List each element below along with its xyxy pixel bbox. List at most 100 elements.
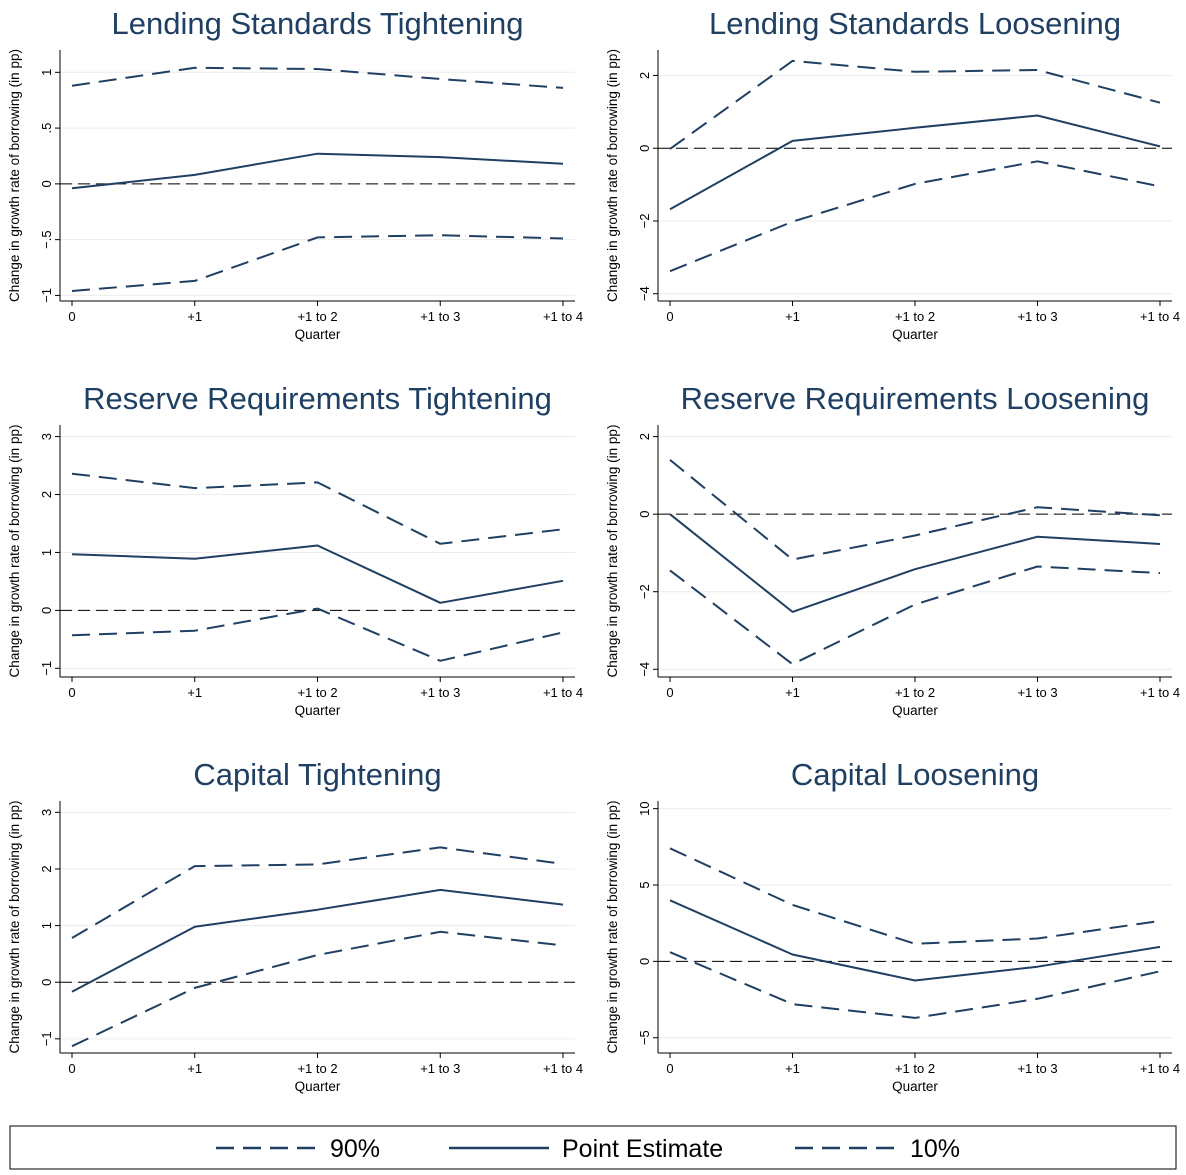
y-tick-label-0: −1 — [39, 288, 54, 303]
x-tick-label-2: +1 to 2 — [297, 1061, 337, 1076]
series-line-point-estimate — [669, 899, 1161, 982]
x-tick-label-2: +1 to 2 — [297, 685, 337, 700]
y-tick-label-0: −1 — [39, 661, 54, 676]
y-tick-label-0: −5 — [637, 1030, 652, 1045]
x-tick-label-0: 0 — [68, 309, 75, 324]
y-axis-title: Change in growth rate of borrowing (in p… — [7, 49, 22, 302]
legend-label-90: 90% — [330, 1135, 380, 1163]
panel-title: Capital Tightening — [193, 757, 441, 792]
x-tick-label-3: +1 to 3 — [1017, 685, 1057, 700]
x-tick-label-1: +1 — [785, 685, 800, 700]
panel-6: Capital Loosening −5 0 5 10 0 +1 +1 to 2 +1 to 3… — [605, 757, 1180, 1094]
series-line-90 — [669, 59, 1161, 150]
x-tick-label-2: +1 to 2 — [895, 309, 935, 324]
y-tick-label-0: −4 — [637, 662, 652, 677]
y-tick-label-2: 5 — [637, 881, 652, 888]
series-line-90 — [669, 459, 1161, 561]
x-axis-title: Quarter — [892, 703, 938, 718]
x-tick-label-4: +1 to 4 — [543, 309, 583, 324]
y-tick-label-2: 1 — [39, 922, 54, 929]
legend: 90% Point Estimate 10% — [9, 1125, 1177, 1170]
x-tick-label-2: +1 to 2 — [297, 309, 337, 324]
x-axis-title: Quarter — [295, 703, 341, 718]
x-axis-title: Quarter — [892, 1079, 938, 1094]
panel-title: Lending Standards Tightening — [112, 6, 524, 41]
y-tick-label-2: 1 — [39, 549, 54, 556]
x-tick-label-1: +1 — [785, 309, 800, 324]
y-tick-label-3: 2 — [39, 491, 54, 498]
series-line-point-estimate — [71, 888, 564, 993]
panel-title: Reserve Requirements Loosening — [681, 381, 1150, 416]
y-axis-title: Change in growth rate of borrowing (in p… — [605, 49, 620, 302]
y-tick-label-1: −.5 — [39, 230, 54, 248]
x-tick-label-0: 0 — [666, 309, 673, 324]
x-tick-label-1: +1 — [785, 1061, 800, 1076]
y-axis-title: Change in growth rate of borrowing (in p… — [605, 425, 620, 678]
y-tick-label-1: 0 — [637, 958, 652, 965]
series-line-10 — [669, 565, 1161, 666]
series-line-10 — [669, 951, 1161, 1019]
series-line-point-estimate — [71, 544, 564, 604]
x-tick-label-3: +1 to 3 — [1017, 309, 1057, 324]
series-line-10 — [669, 160, 1161, 273]
y-tick-label-2: 0 — [637, 511, 652, 518]
y-tick-label-3: 10 — [637, 801, 652, 815]
x-tick-label-4: +1 to 4 — [543, 1061, 583, 1076]
series-line-90 — [669, 847, 1161, 945]
y-tick-label-0: −1 — [39, 1031, 54, 1046]
series-line-10 — [71, 607, 564, 662]
y-tick-label-1: 0 — [39, 607, 54, 614]
x-tick-label-3: +1 to 3 — [1017, 1061, 1057, 1076]
y-tick-label-0: −4 — [637, 286, 652, 301]
x-tick-label-1: +1 — [187, 309, 202, 324]
legend-box — [9, 1125, 1177, 1170]
x-axis-title: Quarter — [295, 327, 341, 342]
y-tick-label-3: 2 — [637, 433, 652, 440]
x-tick-label-4: +1 to 4 — [1140, 309, 1180, 324]
x-tick-label-4: +1 to 4 — [1140, 1061, 1180, 1076]
x-tick-label-0: 0 — [68, 1061, 75, 1076]
panel-4: Reserve Requirements Loosening −4 −2 0 2 0 +1 +… — [605, 381, 1180, 718]
x-tick-label-4: +1 to 4 — [1140, 685, 1180, 700]
legend-label-point-estimate: Point Estimate — [562, 1135, 723, 1163]
series-line-point-estimate — [71, 152, 564, 190]
x-tick-label-1: +1 — [187, 1061, 202, 1076]
y-tick-label-2: 0 — [637, 145, 652, 152]
x-tick-label-2: +1 to 2 — [895, 685, 935, 700]
y-axis-title: Change in growth rate of borrowing (in p… — [7, 801, 22, 1054]
y-tick-label-1: −2 — [637, 214, 652, 229]
panel-title: Capital Loosening — [791, 757, 1039, 792]
x-tick-label-3: +1 to 3 — [420, 309, 460, 324]
y-axis-title: Change in growth rate of borrowing (in p… — [605, 801, 620, 1054]
y-tick-label-1: −2 — [637, 584, 652, 599]
panel-3: Reserve Requirements Tightening −1 0 1 2 3 0 +1… — [7, 381, 583, 718]
series-line-90 — [71, 846, 564, 939]
series-line-point-estimate — [669, 114, 1161, 211]
series-line-point-estimate — [669, 513, 1161, 613]
panels-group: Lending Standards Tightening−1−.50.510 +1… — [7, 6, 1180, 1094]
y-tick-label-1: 0 — [39, 979, 54, 986]
x-axis-title: Quarter — [295, 1079, 341, 1094]
y-tick-label-3: .5 — [39, 123, 54, 134]
series-line-10 — [71, 930, 564, 1048]
x-tick-label-0: 0 — [666, 1061, 673, 1076]
y-tick-label-4: 1 — [39, 69, 54, 76]
x-tick-label-3: +1 to 3 — [420, 1061, 460, 1076]
series-line-90 — [71, 472, 564, 545]
x-tick-label-3: +1 to 3 — [420, 685, 460, 700]
x-tick-label-1: +1 — [187, 685, 202, 700]
panel-title: Lending Standards Loosening — [709, 6, 1121, 41]
y-tick-label-3: 2 — [39, 865, 54, 872]
legend-label-10: 10% — [910, 1135, 960, 1163]
series-line-90 — [71, 66, 564, 89]
series-line-10 — [71, 234, 564, 292]
y-tick-label-3: 2 — [637, 72, 652, 79]
y-axis-title: Change in growth rate of borrowing (in p… — [7, 425, 22, 678]
panel-5: Capital Tightening −1 0 1 2 3 0 +1 +1 to 2 +1 to … — [7, 757, 583, 1094]
x-tick-label-0: 0 — [666, 685, 673, 700]
y-tick-label-4: 3 — [39, 433, 54, 440]
panel-2: Lending Standards Loosening −4 −2 0 2 0 +1 +1 t… — [605, 6, 1180, 342]
x-axis-title: Quarter — [892, 327, 938, 342]
panel-title: Reserve Requirements Tightening — [83, 381, 552, 416]
